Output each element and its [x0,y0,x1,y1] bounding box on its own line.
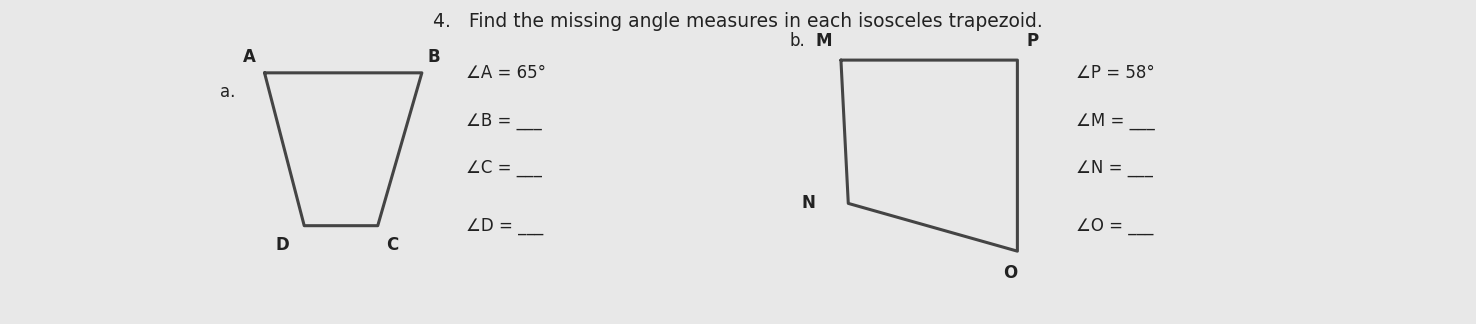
Text: ∠B = ___: ∠B = ___ [466,111,542,130]
Text: B: B [428,48,440,66]
Text: ∠P = 58°: ∠P = 58° [1076,64,1154,82]
Text: M: M [815,32,831,50]
Text: ∠D = ___: ∠D = ___ [466,217,543,235]
Text: 4.   Find the missing angle measures in each isosceles trapezoid.: 4. Find the missing angle measures in ea… [432,12,1044,31]
Text: ∠N = ___: ∠N = ___ [1076,159,1153,177]
Text: C: C [387,236,399,254]
Text: A: A [244,48,257,66]
Text: a.: a. [220,83,236,101]
Text: b.: b. [790,32,806,50]
Text: O: O [1002,264,1017,283]
Text: ∠C = ___: ∠C = ___ [466,159,542,177]
Text: D: D [276,236,289,254]
Text: ∠M = ___: ∠M = ___ [1076,111,1154,130]
Text: ∠A = 65°: ∠A = 65° [466,64,546,82]
Text: P: P [1026,32,1038,50]
Text: ∠O = ___: ∠O = ___ [1076,217,1154,235]
Text: N: N [801,194,816,213]
